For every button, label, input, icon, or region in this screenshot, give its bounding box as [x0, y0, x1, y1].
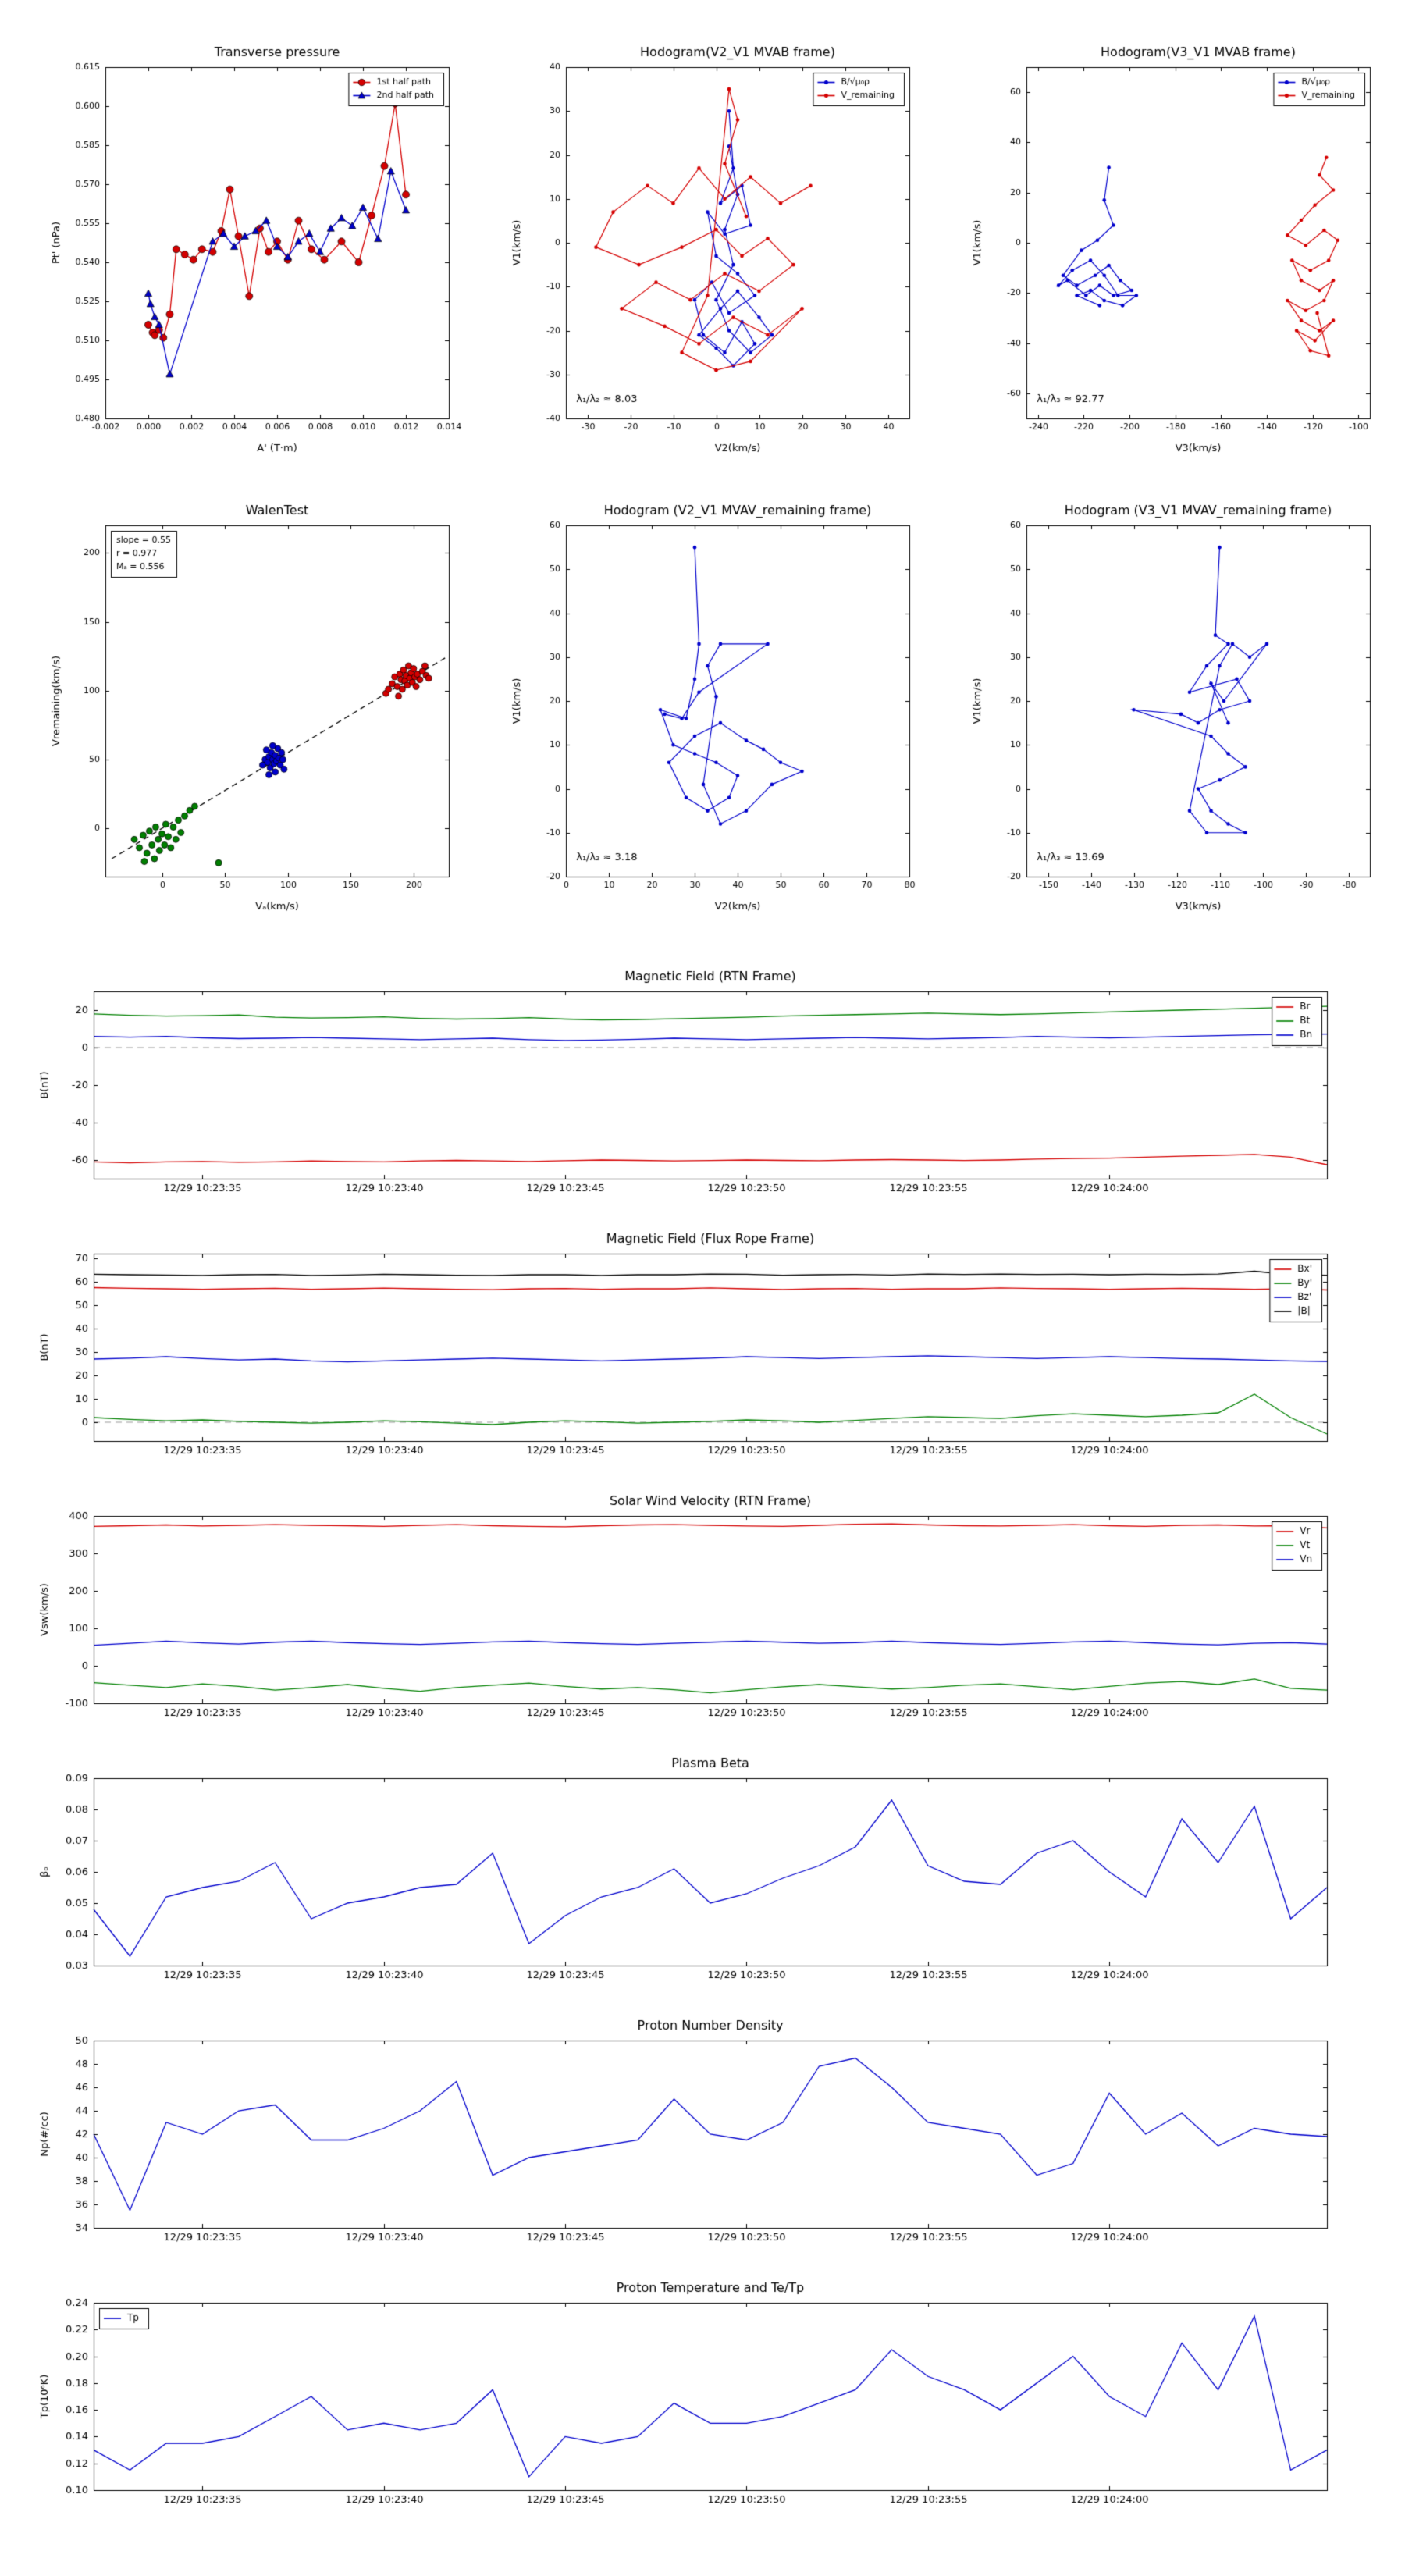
chart-proton-number-density — [16, 2009, 1389, 2261]
chart-hodogram-v3v1-mvab — [944, 30, 1393, 467]
chart-magnetic-field-fluxrope — [16, 1222, 1389, 1474]
chart-hodogram-v2v1-mvab — [484, 30, 933, 467]
chart-plasma-beta — [16, 1747, 1389, 1998]
chart-walen-test — [23, 488, 472, 925]
chart-hodogram-v2v1-mvav — [484, 488, 933, 925]
chart-solar-wind-velocity — [16, 1485, 1389, 1736]
chart-transverse-pressure — [23, 30, 472, 467]
chart-proton-temperature — [16, 2272, 1389, 2523]
chart-hodogram-v3v1-mvav — [944, 488, 1393, 925]
chart-magnetic-field-rtn — [16, 960, 1389, 1212]
